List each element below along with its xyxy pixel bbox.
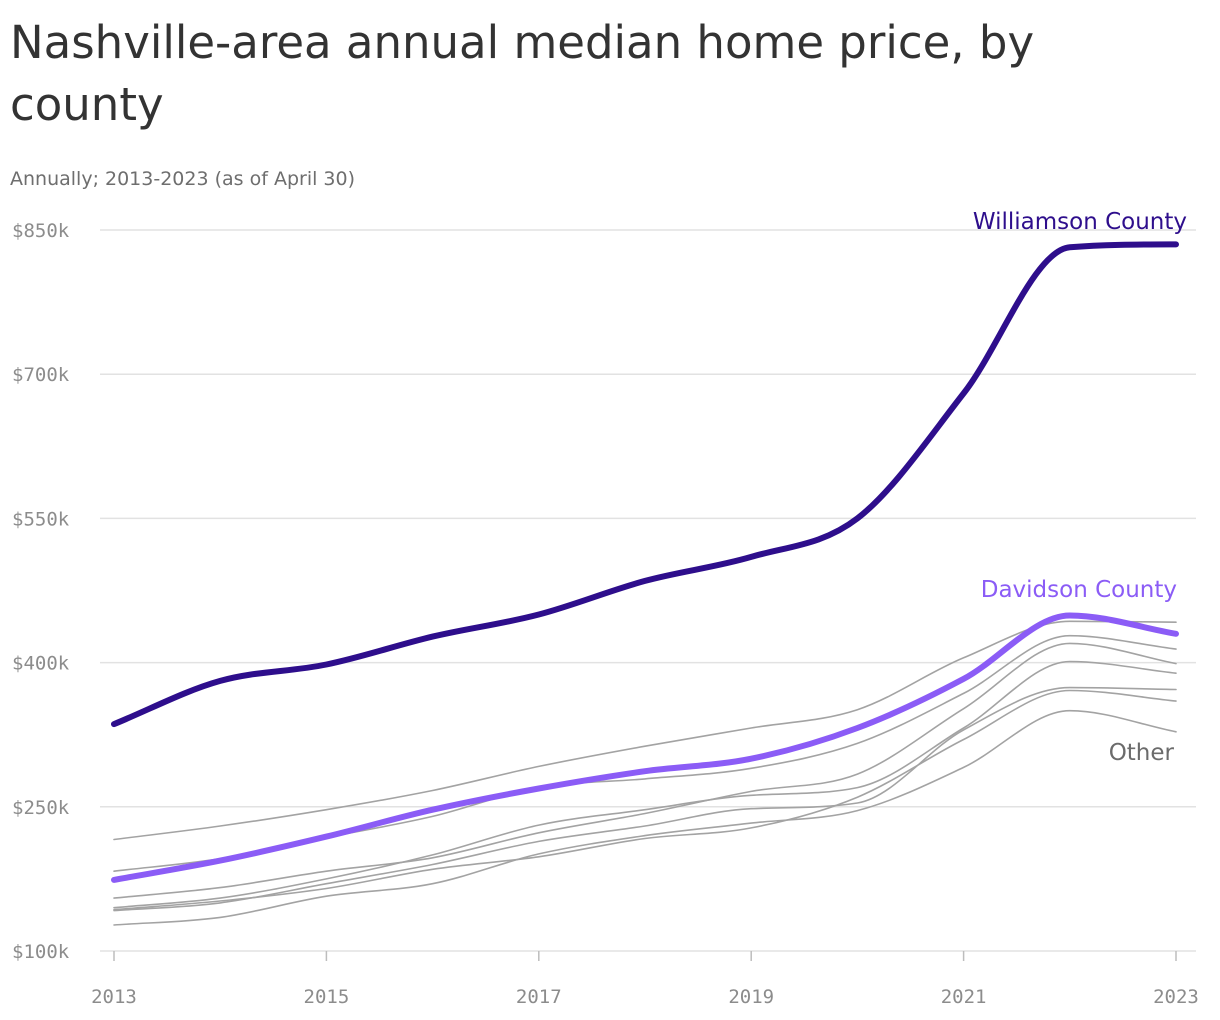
- chart-subtitle: Annually; 2013-2023 (as of April 30): [10, 168, 356, 190]
- other-county-lines: [113, 620, 1177, 926]
- x-tick-label: 2015: [304, 986, 350, 1008]
- y-tick-label: $100k: [12, 941, 70, 963]
- x-axis-ticks: 2013 2015 2017 2019 2021 2023: [91, 951, 1199, 1008]
- other-county-line: [113, 620, 1177, 841]
- x-tick-label: 2017: [516, 986, 562, 1008]
- other-county-line: [113, 686, 1177, 912]
- x-tick-label: 2021: [941, 986, 987, 1008]
- y-tick-label: $250k: [12, 797, 70, 819]
- other-county-line: [113, 709, 1177, 926]
- chart-title: Nashville-area annual median home price,…: [10, 16, 1035, 131]
- y-tick-label: $400k: [12, 653, 70, 675]
- y-tick-label: $550k: [12, 508, 70, 530]
- gridlines: [100, 229, 1196, 952]
- williamson-county-line: [111, 241, 1179, 728]
- davidson-county-label: Davidson County: [981, 577, 1177, 603]
- davidson-county-line: [111, 612, 1179, 883]
- x-tick-label: 2023: [1153, 986, 1199, 1008]
- y-tick-label: $850k: [12, 220, 70, 242]
- x-tick-label: 2013: [91, 986, 137, 1008]
- other-county-line: [113, 689, 1177, 911]
- y-tick-label: $700k: [12, 364, 70, 386]
- highlight-lines: [111, 241, 1179, 883]
- other-label: Other: [1109, 740, 1175, 766]
- x-tick-label: 2019: [728, 986, 774, 1008]
- y-axis-ticks: $100k $250k $400k $550k $700k $850k: [12, 220, 70, 963]
- other-county-line: [113, 660, 1177, 909]
- other-county-line: [113, 642, 1177, 899]
- williamson-county-label: Williamson County: [973, 209, 1187, 235]
